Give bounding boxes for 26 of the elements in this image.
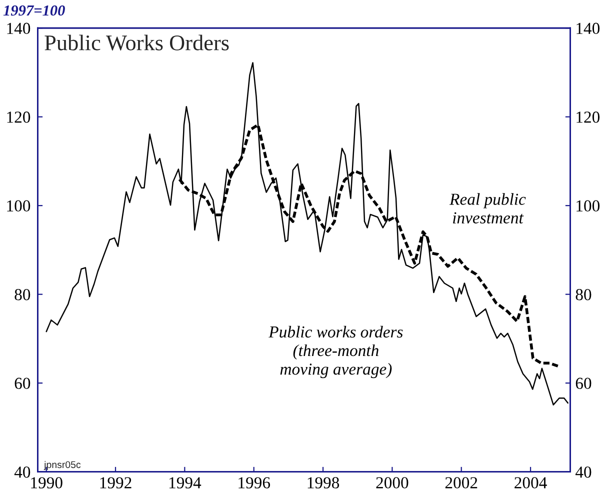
y2-tick-label: 120 (576, 112, 600, 123)
y-axis-title: 1997=100 (3, 5, 65, 16)
series-label: Real public investment (449, 193, 526, 224)
x-tick-label: 1990 (31, 477, 62, 488)
line-series (46, 62, 569, 406)
text: Public works orders (three-month moving average) (268, 326, 403, 378)
y-tick-label: 120 (7, 112, 30, 123)
x-tick-label: 1998 (308, 477, 340, 488)
y-tick-label: 40 (14, 466, 30, 478)
y-tick-label: 100 (7, 200, 30, 212)
y-tick-label: 140 (7, 22, 30, 34)
y2-tick-label: 60 (576, 378, 592, 390)
y2-tick-label: 100 (576, 200, 600, 212)
chart-title: Public Works Orders (44, 34, 229, 51)
x-tick-label: 2002 (445, 477, 478, 488)
y2-tick-label: 140 (576, 22, 600, 34)
y-tick-label: 80 (14, 289, 30, 300)
x-tick-label: 1992 (100, 477, 132, 488)
y2-tick-label: 80 (576, 289, 592, 300)
x-tick-label: 1996 (238, 477, 270, 488)
annotation: jpnsr05c (44, 460, 81, 470)
x-tick-label: 2004 (514, 477, 547, 488)
y-tick-label: 60 (14, 378, 30, 390)
y2-tick-label: 40 (575, 466, 592, 478)
x-tick-label: 1994 (169, 477, 202, 488)
x-tick-label: 2000 (376, 477, 408, 488)
